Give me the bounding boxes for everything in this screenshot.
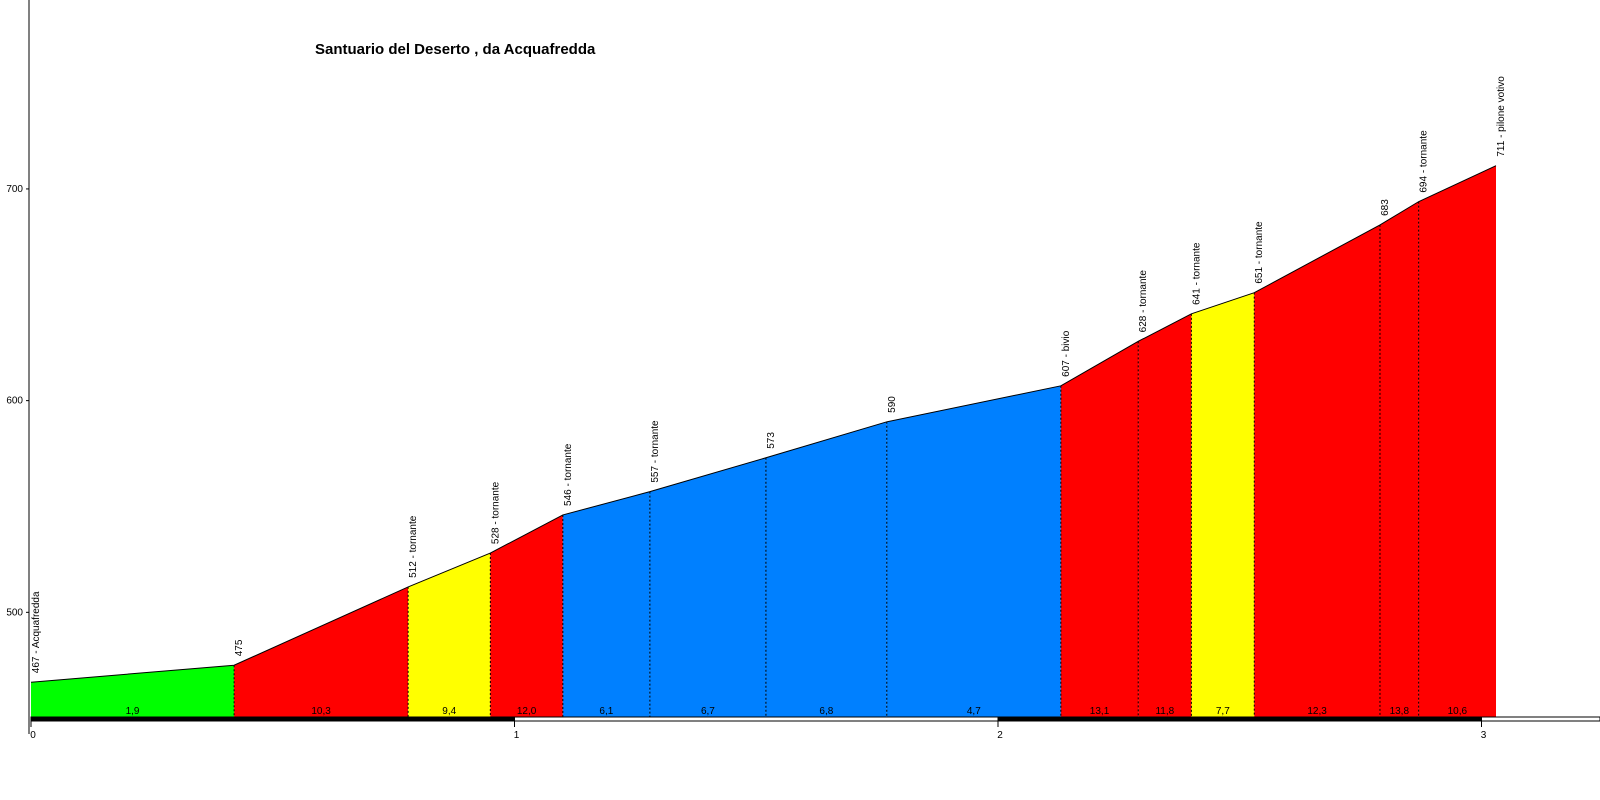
segment-area — [1254, 224, 1380, 718]
segment-area — [1060, 341, 1139, 717]
point-label: 557 - tornante — [650, 420, 661, 483]
gradient-label: 11,8 — [1155, 706, 1174, 717]
segment-area — [408, 553, 491, 717]
point-label: 512 - tornante — [408, 515, 419, 578]
profile-areas — [31, 165, 1497, 718]
x-tick-label: 0 — [30, 730, 36, 741]
y-tick-label: 700 — [6, 184, 23, 195]
km-scale-bar — [997, 716, 1482, 722]
segment-area — [234, 586, 409, 717]
gradient-label: 10,3 — [311, 706, 331, 717]
segment-area — [765, 421, 887, 717]
y-axis-ticks: 500 600 700 — [6, 184, 29, 618]
point-label: 590 — [887, 396, 898, 413]
gradient-label: 4,7 — [967, 706, 981, 717]
segment-area — [1138, 313, 1192, 717]
gradient-label: 1,9 — [126, 706, 140, 717]
point-label: 573 — [766, 432, 777, 449]
gradient-labels: 1,9 10,3 9,4 12,0 6,1 6,7 6,8 4,7 13,1 11,8 7,7 12,… — [126, 706, 1468, 717]
point-label: 628 - tornante — [1138, 270, 1149, 333]
gradient-label: 12,0 — [517, 706, 537, 717]
segment-area — [886, 385, 1061, 717]
segment-area — [1379, 201, 1419, 717]
gradient-label: 9,4 — [442, 706, 456, 717]
gradient-label: 13,1 — [1090, 706, 1110, 717]
gradient-label: 6,8 — [819, 706, 833, 717]
gradient-label: 6,7 — [701, 706, 715, 717]
gradient-label: 7,7 — [1216, 706, 1230, 717]
gradient-label: 12,3 — [1307, 706, 1327, 717]
segment-area — [1191, 292, 1255, 717]
point-label: 651 - tornante — [1254, 221, 1265, 284]
point-label: 546 - tornante — [563, 443, 574, 506]
y-tick-label: 500 — [6, 607, 23, 618]
x-tick-label: 2 — [997, 730, 1003, 741]
x-axis: 0 1 2 3 — [30, 716, 1600, 741]
point-label: 683 — [1380, 199, 1391, 216]
point-label: 607 - bivio — [1061, 330, 1072, 377]
km-scale-bar — [1481, 716, 1600, 722]
point-label: 475 — [234, 639, 245, 656]
segment-area — [1418, 165, 1497, 718]
gradient-label: 13,8 — [1390, 706, 1410, 717]
gradient-label: 6,1 — [599, 706, 613, 717]
point-labels: 467 - Acquafredda 475 512 - tornante 528 - … — [31, 76, 1507, 673]
y-tick-label: 600 — [6, 396, 23, 407]
profile-line — [30, 165, 1497, 683]
segment-dividers — [233, 201, 1420, 717]
gradient-label: 10,6 — [1448, 706, 1468, 717]
point-label: 694 - tornante — [1419, 130, 1430, 193]
segment-area — [562, 491, 650, 717]
point-label: 528 - tornante — [490, 481, 501, 544]
km-scale-bar — [30, 716, 515, 722]
chart-title: Santuario del Deserto , da Acquafredda — [315, 41, 596, 58]
segment-area — [649, 457, 766, 717]
point-label: 467 - Acquafredda — [31, 591, 42, 673]
profile-outline — [30, 165, 1497, 683]
segment-area — [490, 514, 563, 717]
km-scale-bar — [514, 716, 999, 722]
point-label: 711 - pilone votivo — [1496, 76, 1507, 157]
x-tick-label: 3 — [1481, 730, 1487, 741]
point-label: 641 - tornante — [1191, 242, 1202, 305]
x-tick-label: 1 — [514, 730, 520, 741]
